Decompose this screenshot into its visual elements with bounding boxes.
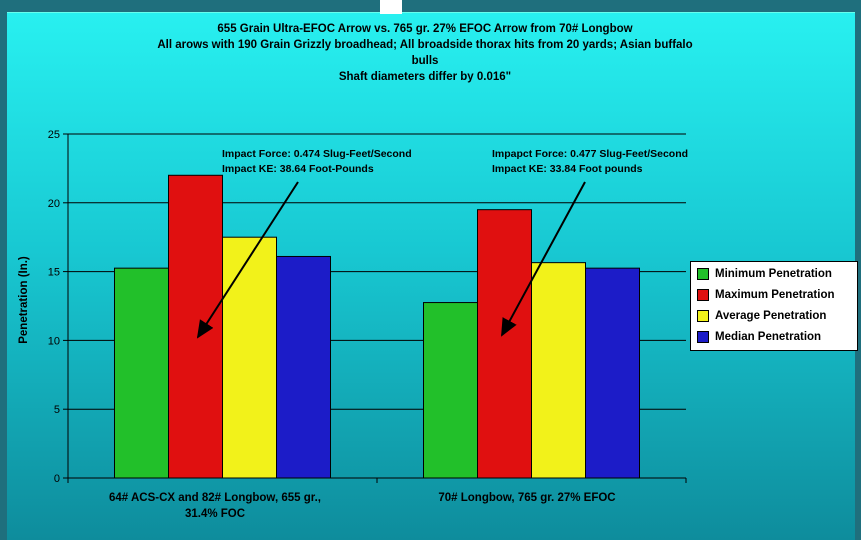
bar-average-penetration-1 [222,236,277,479]
bar-median-penetration-1 [276,255,331,479]
title-line-1: 655 Grain Ultra-EFOC Arrow vs. 765 gr. 2… [217,23,633,35]
x-category-label-2: 70# Longbow, 765 gr. 27% EFOC [372,490,682,506]
legend-item-minimum: Minimum Penetration [697,265,832,283]
x-category-label-1: 64# ACS-CX and 82# Longbow, 655 gr., 31.… [60,490,370,522]
bar-maximum-penetration-2 [477,209,532,479]
bar-minimum-penetration-1 [114,267,169,479]
chart-title: 655 Grain Ultra-EFOC Arrow vs. 765 gr. 2… [60,21,790,85]
legend-label-average: Average Penetration [715,310,827,322]
y-tick-label-5: 5 [54,404,60,416]
y-tick-label-0: 0 [54,473,60,485]
legend: Minimum Penetration Maximum Penetration … [690,261,858,351]
legend-swatch-median [697,331,709,343]
x-category-1-line-1: 64# ACS-CX and 82# Longbow, 655 gr., [109,492,321,504]
legend-swatch-maximum [697,289,709,301]
title-line-2: All arows with 190 Grain Grizzly broadhe… [157,39,693,51]
x-category-1-line-2: 31.4% FOC [184,508,246,520]
annotation-2-line-2: Impact KE: 33.84 Foot pounds [492,163,643,175]
frame-gap [380,0,402,14]
annotation-2-line-1: Impapct Force: 0.477 Slug-Feet/Second [492,148,689,160]
bar-maximum-penetration-1 [168,174,223,479]
annotation-1: Impact Force: 0.474 Slug-Feet/Second Imp… [222,147,412,177]
annotation-1-line-1: Impact Force: 0.474 Slug-Feet/Second [222,148,412,160]
x-category-2-line-1: 70# Longbow, 765 gr. 27% EFOC [438,492,616,504]
legend-item-maximum: Maximum Penetration [697,286,835,304]
title-line-3: bulls [411,55,439,67]
annotation-2: Impapct Force: 0.477 Slug-Feet/Second Im… [492,147,688,177]
annotation-arrow-1 [196,181,299,339]
legend-swatch-average [697,310,709,322]
y-tick-label-10: 10 [48,335,60,347]
annotation-1-line-2: Impact KE: 38.64 Foot-Pounds [222,163,374,175]
title-line-4: Shaft diameters differ by 0.016" [338,71,512,83]
legend-item-average: Average Penetration [697,307,826,325]
y-tick-label-20: 20 [48,198,60,210]
y-tick-label-15: 15 [48,267,60,279]
legend-label-median: Median Penetration [715,331,822,343]
legend-label-minimum: Minimum Penetration [715,268,832,280]
legend-item-median: Median Penetration [697,328,821,346]
legend-swatch-minimum [697,268,709,280]
annotation-arrow-2 [501,181,586,337]
bar-median-penetration-2 [585,267,640,479]
bar-minimum-penetration-2 [423,302,478,479]
legend-label-maximum: Maximum Penetration [715,289,835,301]
bar-average-penetration-2 [531,262,586,479]
y-tick-label-25: 25 [48,129,60,141]
y-axis-label: Penetration (In.) [18,256,30,344]
